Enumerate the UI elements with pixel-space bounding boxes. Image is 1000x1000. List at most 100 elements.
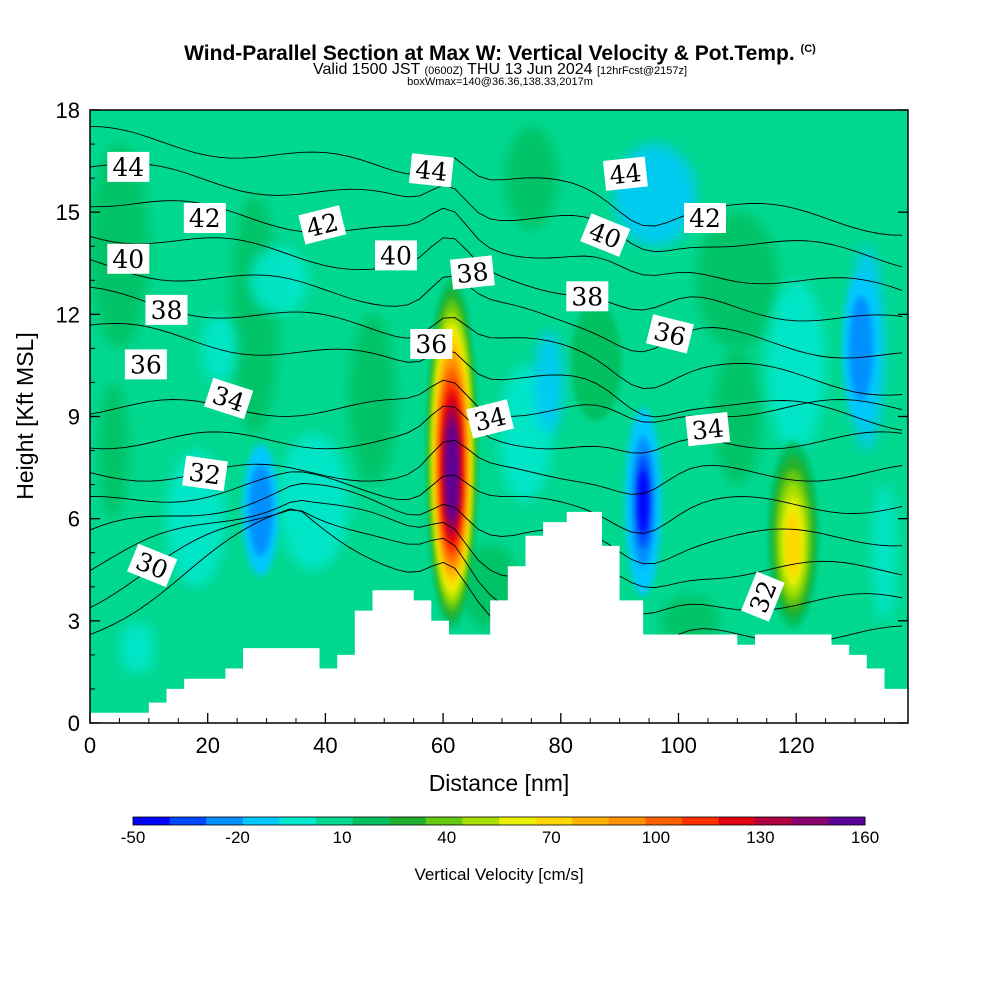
contour-label: 32 [182, 455, 228, 492]
colorbar-swatch [462, 817, 500, 825]
shading-patch [248, 246, 308, 315]
colorbar-swatch [389, 817, 427, 825]
contour-label-text: 32 [187, 457, 223, 490]
terrain-mask [90, 511, 908, 723]
colorbar-tick-label: 70 [542, 828, 561, 847]
contour-label-box [566, 281, 609, 312]
colorbar-swatch [682, 817, 720, 825]
x-tick-label: 100 [660, 733, 697, 758]
contour-label-box [602, 156, 648, 191]
contour-label-text: 44 [608, 158, 643, 190]
contour-label-text: 44 [112, 153, 144, 182]
contour-label: 34 [685, 411, 731, 447]
colorbar-swatch [718, 817, 756, 825]
subtitle-valid: Valid 1500 JST [312, 61, 420, 78]
copyright-mark: (C) [800, 43, 816, 55]
contour-label-text: 42 [189, 204, 221, 233]
y-tick-label: 9 [68, 405, 80, 430]
contour-label: 38 [566, 281, 609, 312]
colorbar-swatch [499, 817, 537, 825]
contour-label-box [182, 455, 228, 492]
contour-label-box [410, 329, 453, 359]
y-tick-label: 6 [68, 507, 80, 532]
colorbar-tick-label: 40 [437, 828, 456, 847]
contour-label-box [465, 399, 514, 439]
colorbar-swatch [242, 817, 280, 825]
plot-area: 4442403836343230424044383634444038364234… [90, 110, 908, 723]
contour-label: 36 [410, 329, 453, 359]
contour-label-box [183, 203, 226, 233]
x-tick-label: 40 [313, 733, 337, 758]
contour-label: 44 [602, 156, 648, 191]
contour-label: 38 [145, 294, 188, 325]
contour-label-box [127, 543, 178, 588]
colorbar-frame [132, 816, 866, 826]
contour-label-box [449, 255, 495, 290]
contour-label: 36 [124, 349, 167, 380]
contour-label-box [580, 213, 631, 257]
chart-subtitle: Valid 1500 JST (0600Z) THU 13 Jun 2024 [… [0, 61, 1000, 80]
colorbar-tick-label: 130 [746, 828, 774, 847]
colorbar-swatch [535, 817, 573, 825]
downdraft-core [248, 464, 273, 556]
colorbar-swatch [645, 817, 683, 825]
contour-label-text: 36 [415, 330, 447, 359]
y-tick-label: 3 [68, 609, 80, 634]
y-tick-label: 18 [56, 98, 80, 123]
colorbar-tick-label: 100 [642, 828, 670, 847]
contour-label-text: 40 [380, 241, 412, 270]
colorbar-swatch [425, 817, 463, 825]
contour-label: 38 [449, 255, 495, 290]
contour-label-text: 40 [112, 245, 144, 274]
y-tick-label: 12 [56, 302, 80, 327]
colorbar-swatch [352, 817, 390, 825]
downdraft-core [848, 296, 873, 401]
updraft-core [785, 511, 801, 577]
colorbar-swatch [206, 817, 244, 825]
contour-label-box [741, 571, 785, 622]
colorbar-swatch [169, 817, 207, 825]
x-tick-label: 20 [195, 733, 219, 758]
y-tick-label: 0 [68, 711, 80, 736]
contour-label-box [684, 203, 726, 233]
colorbar-tick-label: -20 [225, 828, 250, 847]
colorbar-swatch [791, 817, 829, 825]
contour-label-box [298, 205, 347, 245]
theta-contour [90, 286, 903, 396]
x-tick-label: 120 [778, 733, 815, 758]
contour-label-box [204, 377, 254, 420]
colorbar-tick-label: -50 [121, 828, 146, 847]
contour-label-box [145, 294, 188, 325]
contour-labels: 4442403836343230424044383634444038364234… [107, 151, 785, 622]
shading-patch [119, 622, 155, 674]
contour-label: 42 [183, 203, 226, 233]
updraft-core [571, 302, 622, 422]
contour-label-box [124, 349, 167, 380]
contour-label-text: 38 [455, 257, 490, 289]
theta-contour [90, 125, 903, 236]
shading-patch [660, 595, 720, 647]
shading-patch [766, 280, 826, 451]
theta-contour [90, 405, 903, 454]
contour-label-text: 44 [414, 155, 449, 187]
contour-label-box [375, 240, 417, 271]
contour-label-box [645, 314, 694, 354]
subtitle-forecast: [12hrFcst@2157z] [596, 65, 688, 77]
shading-patch [278, 433, 349, 570]
contour-label-text: 38 [571, 282, 603, 311]
colorbar-swatch [133, 817, 171, 825]
shading-patch [98, 382, 129, 519]
chart-title: Wind-Parallel Section at Max W: Vertical… [184, 42, 816, 65]
contour-label-text: 42 [689, 204, 721, 233]
shading-patch [872, 484, 897, 621]
colorbar-swatch [572, 817, 610, 825]
updraft-core [446, 423, 458, 521]
colorbar-swatch [828, 817, 866, 825]
contour-label: 42 [684, 203, 726, 233]
theta-contour [90, 163, 903, 268]
x-tick-label: 60 [431, 733, 455, 758]
contour-label-text: 36 [130, 350, 162, 379]
subtitle-date: THU 13 Jun 2024 [467, 61, 593, 78]
x-axis: 0 20 40 60 80 100 120 [84, 713, 885, 758]
